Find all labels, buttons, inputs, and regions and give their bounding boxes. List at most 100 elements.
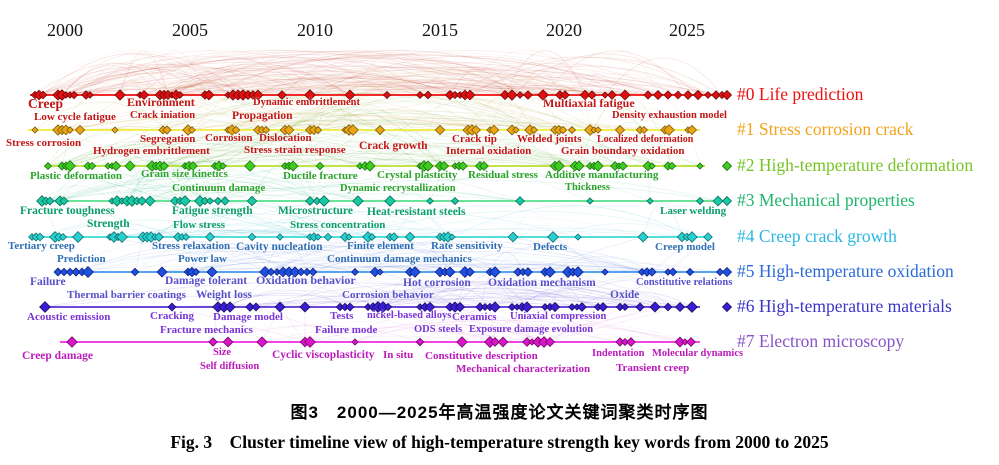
link-arc <box>255 288 669 308</box>
link-arc <box>34 73 254 96</box>
timeline-marker <box>674 336 686 348</box>
link-arc <box>489 287 681 308</box>
timeline-marker <box>356 162 364 170</box>
legend-diamond-icon <box>721 160 733 172</box>
link-arc <box>449 69 506 96</box>
link-arc <box>511 53 699 96</box>
link-arc <box>309 66 529 96</box>
timeline-marker <box>513 303 521 311</box>
keyword-label: Dynamic recrystallization <box>340 183 456 195</box>
link-arc <box>467 92 531 131</box>
link-arc <box>379 123 693 131</box>
timeline-marker <box>646 197 654 205</box>
timeline-marker <box>523 267 533 277</box>
timeline-marker <box>206 197 214 205</box>
keyword-label: Residual stress <box>468 168 538 181</box>
link-arc <box>179 54 421 96</box>
timeline-marker <box>682 232 692 242</box>
timeline-marker <box>313 125 323 135</box>
timeline-marker <box>574 233 582 241</box>
timeline-marker <box>60 124 72 136</box>
link-arc <box>542 50 689 96</box>
link-arc <box>419 69 566 96</box>
link-arc <box>139 66 723 96</box>
timeline-marker <box>652 89 664 101</box>
link-arc <box>171 55 529 96</box>
keyword-label: Tertiary creep <box>8 239 75 252</box>
link-arc <box>461 334 504 343</box>
timeline-marker <box>615 337 625 347</box>
link-arc <box>549 287 583 308</box>
timeline-marker <box>108 162 116 170</box>
keyword-label: Dislocation <box>259 131 312 144</box>
timeline-marker <box>341 126 349 134</box>
link-arc <box>489 252 524 273</box>
timeline-marker <box>137 231 149 243</box>
timeline-marker <box>323 232 333 242</box>
link-arc <box>469 57 723 96</box>
link-arc <box>578 158 616 167</box>
link-arc <box>559 81 659 96</box>
link-arc <box>232 83 506 96</box>
timeline-marker <box>104 162 112 170</box>
link-arc <box>247 53 513 96</box>
keyword-label: Size <box>213 347 232 359</box>
timeline-marker <box>347 124 359 136</box>
timeline-marker <box>660 125 670 135</box>
timeline-marker <box>507 231 519 243</box>
link-arc <box>276 265 441 273</box>
timeline-marker <box>62 91 70 99</box>
timeline-marker <box>237 89 249 101</box>
keyword-label: Thermal barrier coatings <box>67 288 186 301</box>
timeline-marker <box>485 267 495 277</box>
timeline-marker <box>685 267 695 277</box>
timeline-marker <box>465 267 475 277</box>
timeline-marker <box>382 90 392 100</box>
keyword-label: Thickness <box>565 182 610 194</box>
link-arc <box>57 53 593 96</box>
timeline-marker <box>41 196 51 206</box>
timeline-marker <box>517 302 527 312</box>
axis-year-label: 2025 <box>669 20 705 40</box>
link-arc <box>38 68 259 96</box>
link-arc <box>312 263 643 273</box>
timeline-marker <box>59 267 69 277</box>
link-arc <box>552 223 693 238</box>
keyword-label: Ductile fracture <box>283 169 358 182</box>
cross-link <box>134 236 144 273</box>
timeline-marker <box>590 126 598 134</box>
keyword-label: Internal oxidation <box>446 144 532 157</box>
timeline-marker <box>673 90 683 100</box>
timeline-marker <box>124 160 136 172</box>
timeline-marker <box>621 303 629 311</box>
cross-link <box>191 94 229 131</box>
timeline-marker <box>562 266 574 278</box>
keyword-label: Stress concentration <box>290 218 386 231</box>
timeline-marker <box>681 338 689 346</box>
timeline-marker <box>69 90 79 100</box>
timeline-marker <box>572 266 584 278</box>
cluster-legend-label: #6 High-temperature materials <box>737 296 952 316</box>
keyword-label: Rate sensitivity <box>431 239 503 252</box>
link-arc <box>155 153 624 167</box>
link-arc <box>69 72 249 96</box>
keyword-label: Corrosion <box>205 131 253 144</box>
link-arc <box>562 118 599 131</box>
timeline-marker <box>352 195 364 207</box>
timeline-marker <box>83 161 93 171</box>
link-arc <box>163 66 351 96</box>
link-arc <box>467 98 535 131</box>
link-arc <box>459 50 593 96</box>
timeline-marker <box>106 233 114 241</box>
link-arc <box>527 265 643 273</box>
keyword-label: Ceramics <box>452 310 497 323</box>
link-arc <box>349 76 699 96</box>
keyword-label: Plastic deformation <box>30 169 122 182</box>
keyword-label: Crack growth <box>359 139 428 152</box>
keyword-label: Stress strain response <box>244 143 346 156</box>
link-arc <box>354 266 441 273</box>
timeline-marker <box>61 161 71 171</box>
timeline-marker <box>114 89 126 101</box>
timeline-marker <box>667 161 677 171</box>
timeline-marker <box>306 233 314 241</box>
